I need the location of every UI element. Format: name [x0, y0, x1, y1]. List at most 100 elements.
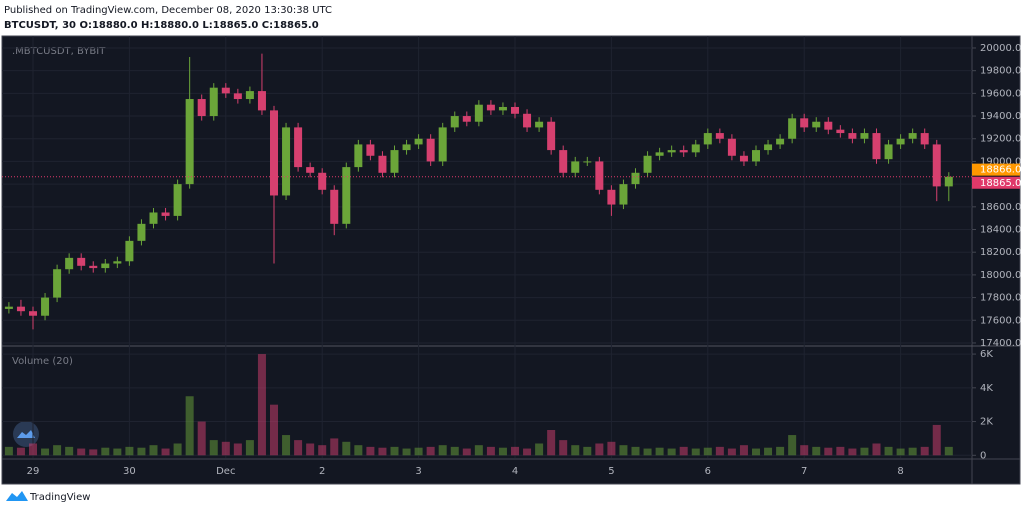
candle-body [366, 144, 375, 156]
chart-background [1, 35, 1021, 485]
candle-body [860, 133, 869, 139]
volume-tick-label: 0 [980, 450, 986, 461]
volume-bar [836, 446, 845, 456]
y-tick-label: 18400.0 [980, 225, 1021, 236]
volume-bar [583, 446, 592, 456]
candle-body [776, 138, 785, 145]
candle-body [354, 144, 363, 168]
y-tick-label: 20000.0 [980, 43, 1021, 54]
volume-bar [161, 448, 170, 456]
volume-bar [426, 446, 435, 456]
y-tick-label: 17400.0 [980, 338, 1021, 349]
candle-body [294, 127, 303, 168]
volume-bar [643, 448, 652, 456]
volume-bar [752, 448, 760, 456]
x-tick-label: 7 [801, 466, 807, 477]
x-tick-label: 4 [512, 466, 518, 477]
volume-bar [932, 424, 941, 456]
volume-bar [462, 448, 471, 456]
candle-body [390, 150, 399, 173]
volume-bar [571, 445, 580, 456]
volume-bar [294, 440, 303, 456]
volume-bar [402, 448, 411, 456]
volume-bar [257, 354, 266, 456]
volume-bar [812, 446, 821, 456]
volume-bar [450, 446, 459, 456]
candle-body [450, 116, 459, 128]
volume-bar [41, 448, 50, 456]
x-tick-label: 29 [27, 466, 40, 477]
volume-tick-label: 6K [980, 349, 993, 360]
volume-bar [438, 445, 447, 456]
y-tick-label: 18000.0 [980, 270, 1021, 281]
volume-bar [547, 429, 556, 456]
candle-body [619, 184, 628, 205]
brand: TradingView [29, 492, 90, 503]
volume-bar [330, 438, 339, 456]
candle-body [402, 144, 411, 151]
x-tick-label: 3 [415, 466, 421, 477]
candle-body [872, 133, 881, 160]
volume-bar [270, 404, 278, 456]
candle-body [764, 144, 773, 151]
volume-bar [872, 443, 881, 456]
x-tick-label: Dec [216, 466, 235, 477]
candle-body [511, 106, 519, 114]
candle-body [282, 127, 291, 196]
candle-body [679, 150, 688, 153]
candle-body [643, 155, 652, 173]
logo-badge [13, 421, 39, 447]
x-tick-label: 6 [705, 466, 711, 477]
volume-bar [149, 445, 158, 456]
volume-bar [679, 446, 688, 456]
y-tick-label: 17800.0 [980, 293, 1021, 304]
volume-bar [776, 446, 785, 456]
candle-body [691, 144, 700, 153]
candle-body [197, 99, 206, 117]
candle-body [752, 150, 760, 162]
candle-body [414, 138, 423, 145]
volume-tick-label: 2K [980, 417, 993, 428]
volume-bar [498, 447, 507, 456]
volume-bar [65, 446, 74, 456]
volume-bar [378, 447, 387, 456]
volume-bar [667, 448, 676, 456]
candle-body [233, 93, 242, 100]
x-tick-label: 2 [319, 466, 325, 477]
logo-icon [17, 430, 35, 438]
candle-body [149, 212, 158, 224]
candle-body [173, 184, 182, 216]
candle-body [595, 161, 604, 190]
volume-bar [113, 448, 122, 456]
candle-body [342, 167, 351, 224]
volume-bar [535, 443, 544, 456]
x-tick-label: 30 [123, 466, 136, 477]
volume-bar [727, 448, 736, 456]
published-line: Published on TradingView.com, December 0… [4, 5, 332, 16]
candle-body [29, 311, 37, 316]
volume-bar [896, 448, 905, 456]
candle-body [185, 99, 194, 185]
y-tick-label: 19400.0 [980, 111, 1021, 122]
candle-body [53, 269, 62, 298]
candle-body [330, 189, 339, 224]
candle-body [438, 127, 447, 162]
candle-body [944, 176, 953, 187]
candle-body [4, 306, 13, 309]
candle-body [209, 87, 218, 117]
candle-body [583, 161, 592, 163]
candle-body [908, 133, 917, 139]
candle-body [932, 144, 941, 187]
candle-body [16, 306, 25, 312]
x-tick-label: 5 [608, 466, 614, 477]
volume-bar [282, 435, 291, 456]
candle-body [547, 121, 556, 151]
candle-body [41, 297, 50, 316]
volume-bar [101, 447, 110, 456]
candle-body [486, 104, 495, 111]
candle-body [306, 167, 315, 173]
candle-body [462, 116, 471, 122]
volume-bar [824, 447, 833, 456]
candle-body [498, 106, 507, 111]
volume-tick-label: 4K [980, 383, 993, 394]
